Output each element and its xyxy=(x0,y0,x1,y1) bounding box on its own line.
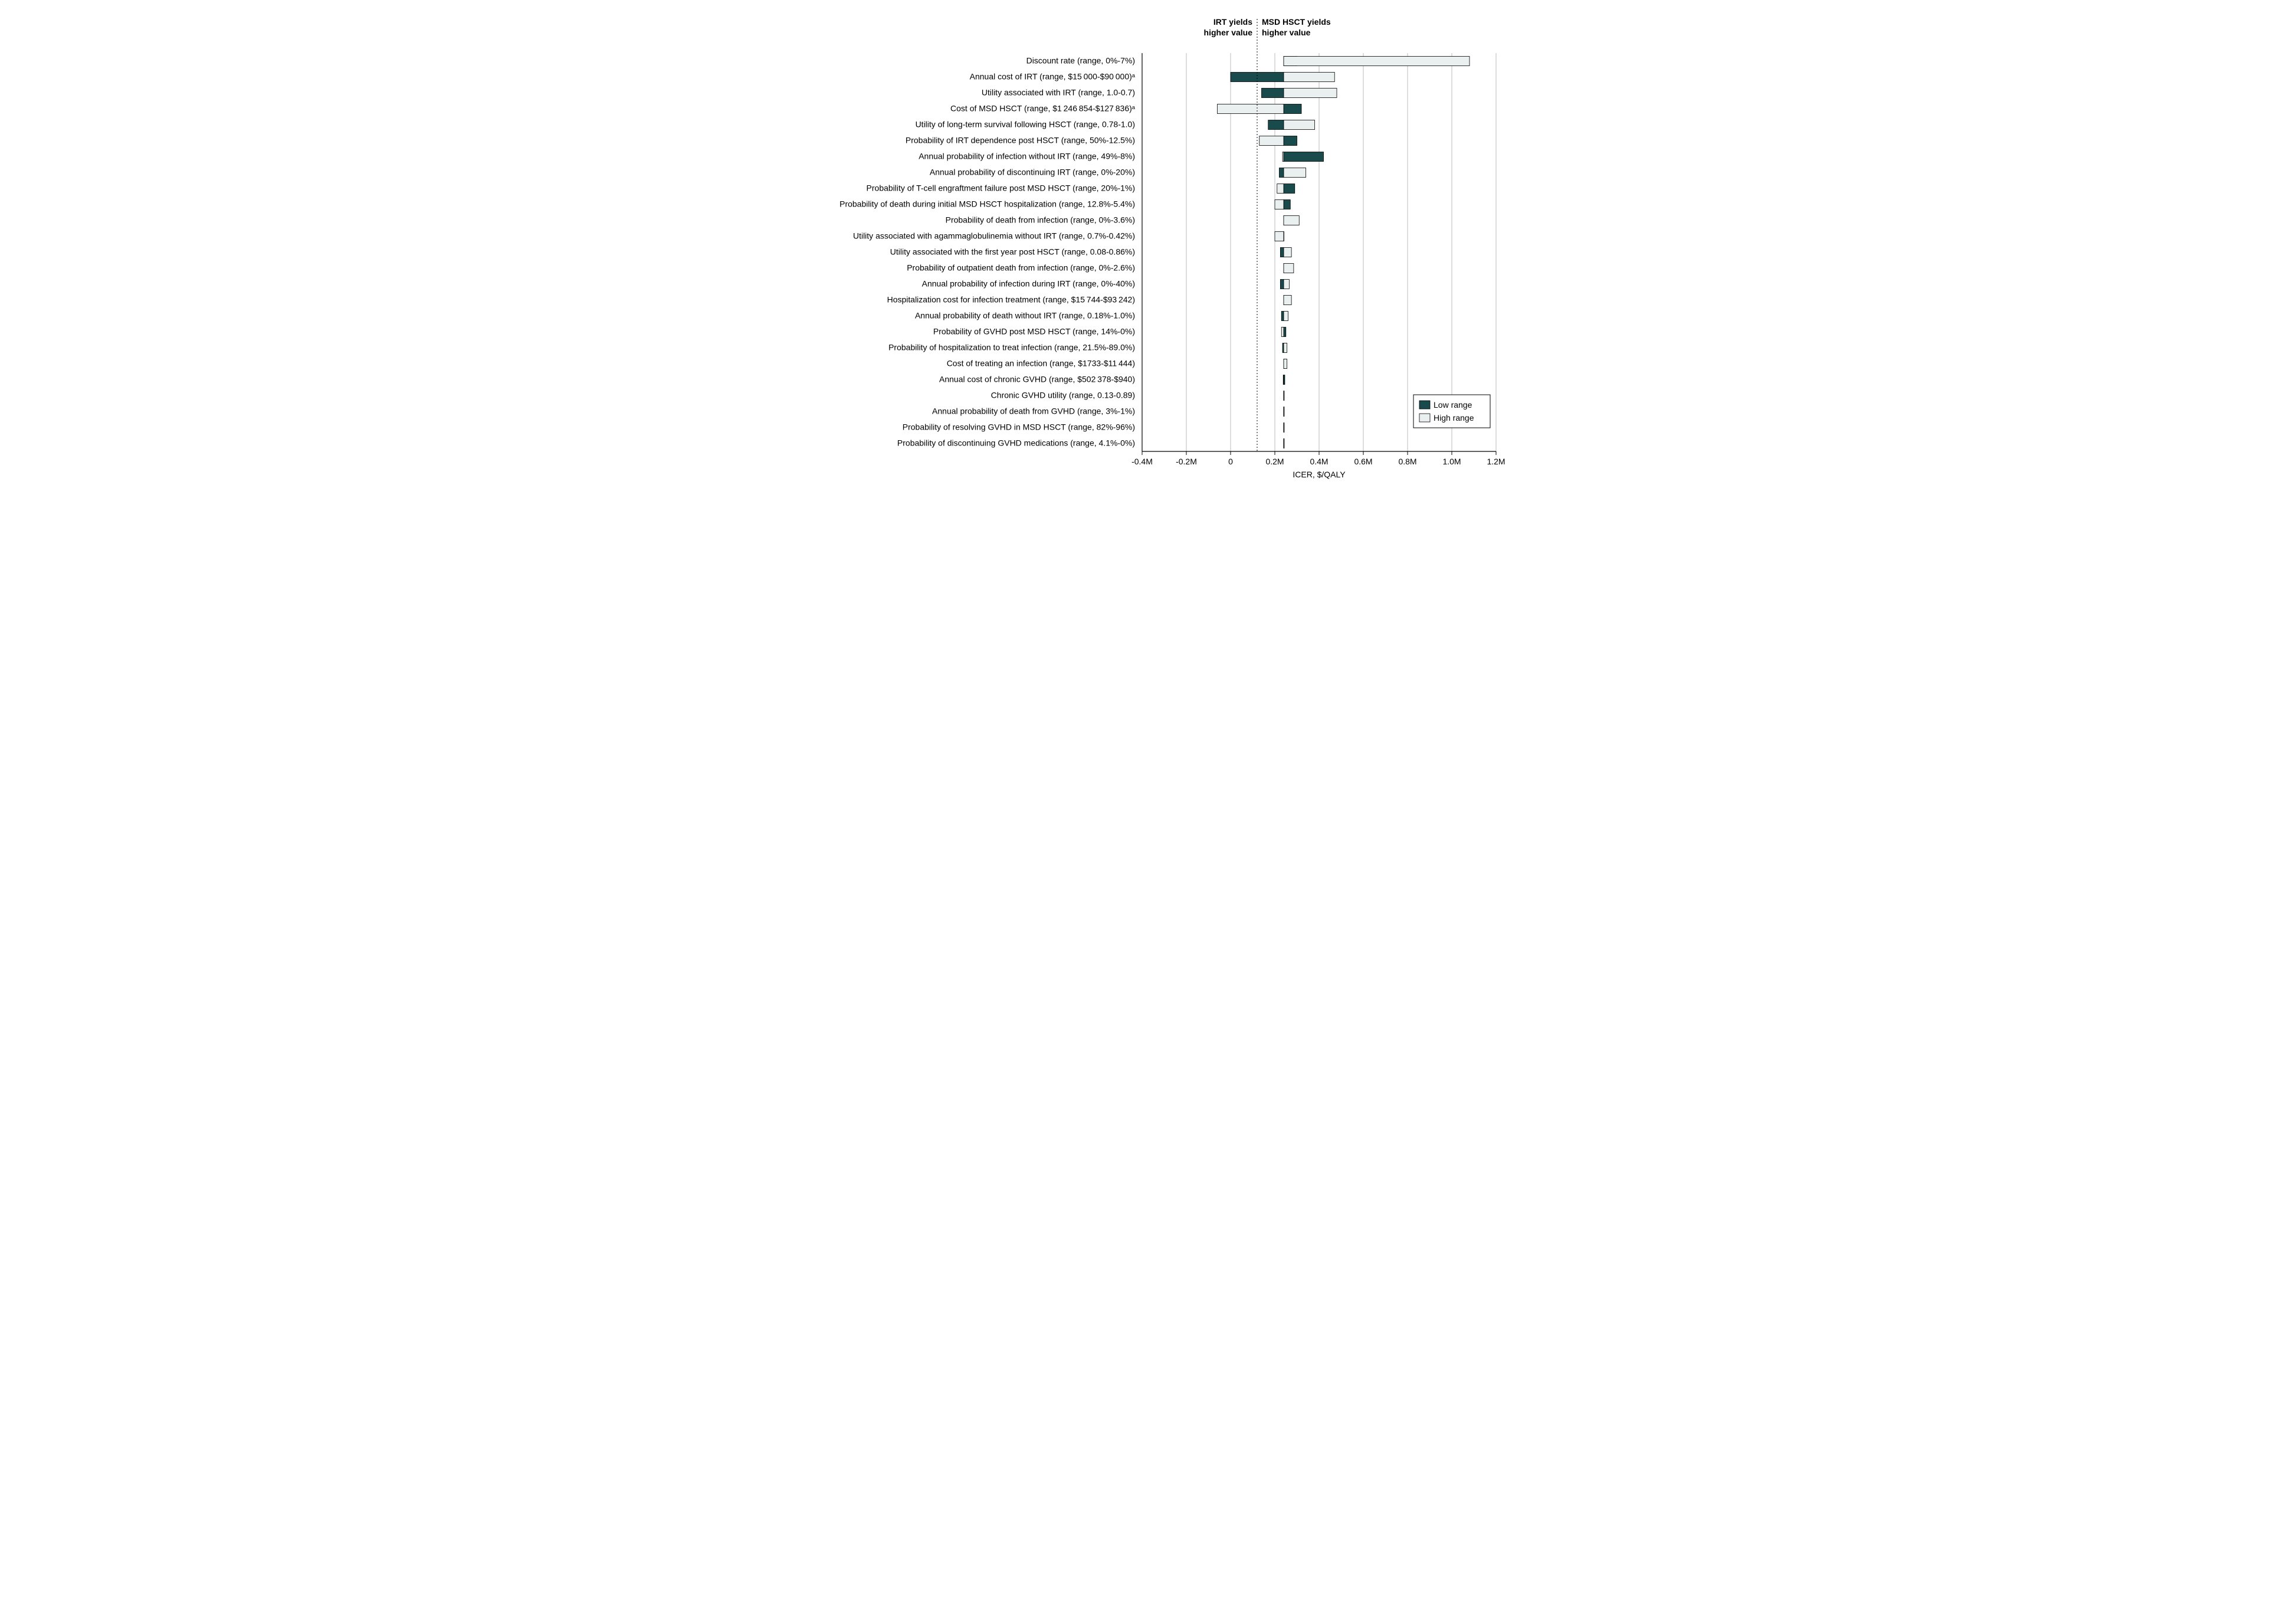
x-tick-label: 1.2M xyxy=(1487,457,1505,466)
row-label: Utility of long-term survival following … xyxy=(916,120,1135,129)
row-label: Probability of outpatient death from inf… xyxy=(907,263,1135,273)
x-tick-label: 0.2M xyxy=(1265,457,1284,466)
row-label: Probability of GVHD post MSD HSCT (range… xyxy=(933,327,1135,336)
x-tick-label: 0.4M xyxy=(1310,457,1328,466)
bar-high xyxy=(1283,375,1284,385)
bar-high xyxy=(1284,89,1337,98)
bar-low xyxy=(1284,184,1295,194)
bar-high xyxy=(1281,327,1284,337)
x-tick-label: -0.4M xyxy=(1131,457,1153,466)
x-tick-label: 1.0M xyxy=(1442,457,1461,466)
bar-low xyxy=(1280,248,1284,257)
row-label: Annual probability of infection during I… xyxy=(922,279,1135,289)
row-label: Utility associated with the first year p… xyxy=(890,247,1135,257)
bar-low xyxy=(1281,312,1284,321)
row-label: Annual probability of death without IRT … xyxy=(915,311,1135,320)
bar-high xyxy=(1275,232,1284,241)
bar-high xyxy=(1284,216,1299,225)
bar-high xyxy=(1284,168,1306,178)
row-label: Hospitalization cost for infection treat… xyxy=(887,295,1135,304)
row-label: Annual cost of IRT (range, $15 000-$90 0… xyxy=(970,72,1136,81)
bar-high xyxy=(1284,343,1287,353)
row-label: Probability of death from infection (ran… xyxy=(946,215,1135,225)
row-label: Probability of hospitalization to treat … xyxy=(888,343,1135,352)
bar-high xyxy=(1259,136,1284,146)
chart-svg: Discount rate (range, 0%-7%) Annual cost … xyxy=(776,12,1520,484)
row-label: Probability of death during initial MSD … xyxy=(839,199,1135,209)
legend-swatch-low xyxy=(1419,401,1430,409)
bar-low xyxy=(1268,120,1284,130)
bar-high xyxy=(1284,296,1291,305)
row-label: Annual probability of death from GVHD (r… xyxy=(932,407,1135,416)
bar-high xyxy=(1284,312,1288,321)
bar-low xyxy=(1284,152,1324,162)
row-label: Probability of resolving GVHD in MSD HSC… xyxy=(903,422,1135,432)
bar-high xyxy=(1284,280,1289,289)
bar-high xyxy=(1218,104,1284,114)
bar-high xyxy=(1277,184,1284,194)
row-label: Cost of treating an infection (range, $1… xyxy=(947,359,1135,368)
bar-high xyxy=(1284,264,1294,273)
bar-low xyxy=(1280,168,1284,178)
bar-high xyxy=(1284,248,1291,257)
tornado-chart: { "chart": { "type": "tornado", "baselin… xyxy=(776,12,1520,484)
row-label: Utility associated with agammaglobulinem… xyxy=(853,231,1135,241)
row-label: Discount rate (range, 0%-7%) xyxy=(1026,56,1135,65)
header-right-line2: higher value xyxy=(1262,28,1311,37)
legend-label-high: High range xyxy=(1434,413,1474,422)
bar-high xyxy=(1284,73,1334,82)
bar-high xyxy=(1284,359,1287,369)
row-label: Annual probability of discontinuing IRT … xyxy=(930,168,1135,177)
row-label: Annual cost of chronic GVHD (range, $502… xyxy=(939,375,1135,384)
bar-high xyxy=(1284,57,1470,66)
bar-low xyxy=(1284,200,1290,209)
row-label: Probability of discontinuing GVHD medica… xyxy=(897,438,1135,448)
bar-low xyxy=(1284,327,1286,337)
bar-low xyxy=(1284,104,1301,114)
bar-low xyxy=(1284,136,1297,146)
bar-high xyxy=(1283,152,1284,162)
bar-high xyxy=(1284,120,1315,130)
row-label: Probability of T-cell engraftment failur… xyxy=(867,184,1135,193)
row-label: Utility associated with IRT (range, 1.0-… xyxy=(982,88,1135,97)
bar-high xyxy=(1275,200,1284,209)
x-axis-title: ICER, $/QALY xyxy=(1293,470,1346,479)
header-left-line2: higher value xyxy=(1204,28,1253,37)
row-label: Annual probability of infection without … xyxy=(919,152,1135,161)
x-tick-label: 0.6M xyxy=(1354,457,1372,466)
row-label: Chronic GVHD utility (range, 0.13-0.89) xyxy=(991,391,1135,400)
x-tick-label: 0 xyxy=(1228,457,1233,466)
bar-low xyxy=(1280,280,1284,289)
header-left-line1: IRT yields xyxy=(1213,17,1252,27)
bar-low xyxy=(1262,89,1284,98)
row-label: Probability of IRT dependence post HSCT … xyxy=(906,136,1135,145)
header-right-line1: MSD HSCT yields xyxy=(1262,17,1331,27)
row-label: Cost of MSD HSCT (range, $1 246 854-$127… xyxy=(950,104,1136,113)
legend-swatch-high xyxy=(1419,414,1430,422)
x-tick-label: 0.8M xyxy=(1398,457,1416,466)
bar-low xyxy=(1231,73,1284,82)
legend-label-low: Low range xyxy=(1434,400,1472,410)
x-tick-label: -0.2M xyxy=(1176,457,1197,466)
